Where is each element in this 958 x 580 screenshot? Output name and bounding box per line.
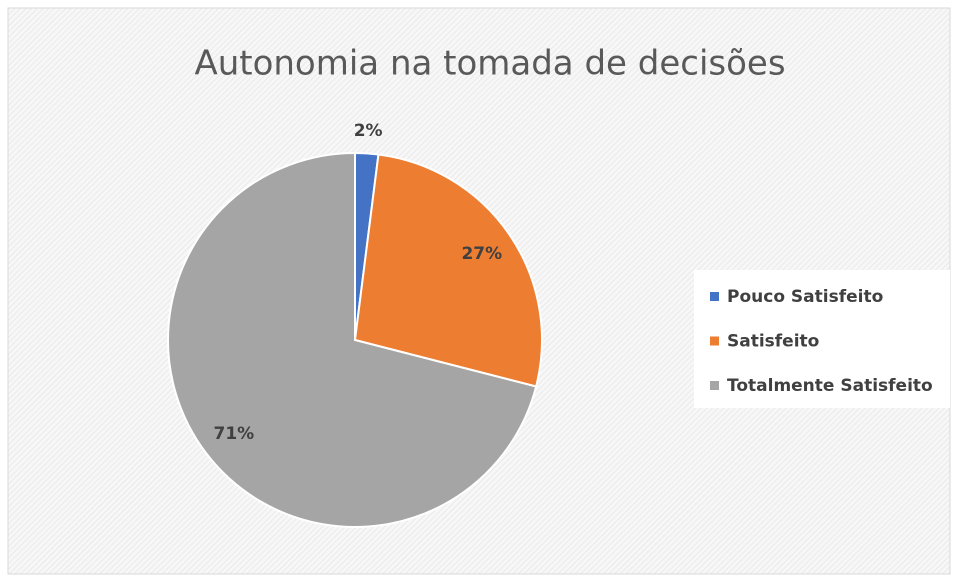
pie-slice xyxy=(167,151,538,528)
data-label: 71% xyxy=(213,424,254,444)
legend-swatch xyxy=(710,292,719,301)
legend-label: Satisfeito xyxy=(727,332,819,352)
legend-label: Pouco Satisfeito xyxy=(727,287,883,307)
legend-swatch xyxy=(710,381,719,390)
legend-label: Totalmente Satisfeito xyxy=(727,376,933,396)
legend-swatch xyxy=(710,336,719,346)
chart-title: Autonomia na tomada de decisões xyxy=(194,44,785,84)
data-label: 2% xyxy=(354,121,383,141)
data-label: 27% xyxy=(461,244,502,264)
legend-background xyxy=(694,270,950,408)
pie-slice xyxy=(353,153,543,388)
